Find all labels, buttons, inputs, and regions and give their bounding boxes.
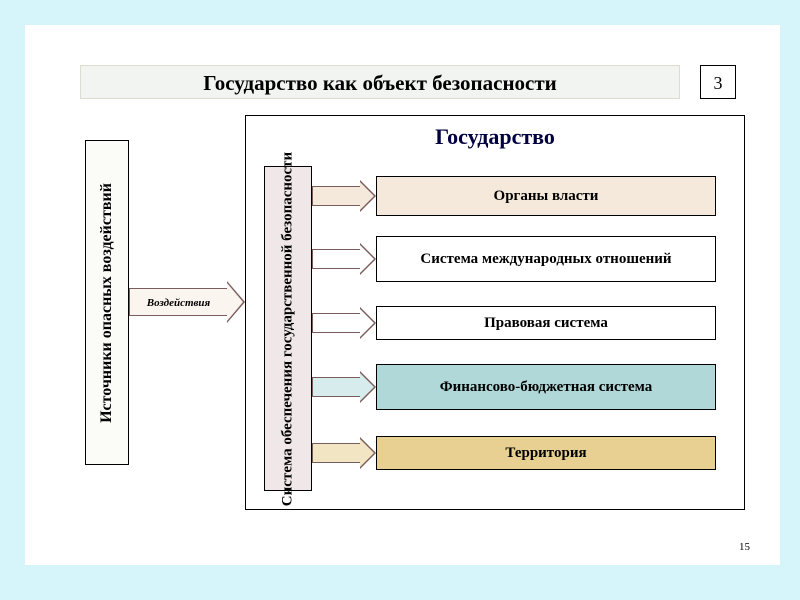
influence-arrow-label: Воздействия (129, 288, 227, 316)
state-container: Государство Система обеспечения государс… (245, 115, 745, 510)
connector-arrow (312, 443, 376, 463)
security-system-box: Система обеспечения государственной безо… (264, 166, 312, 491)
arrow-shaft-icon (312, 313, 360, 333)
source-box-label: Источники опасных воздействий (98, 183, 116, 423)
slide-number-badge: 3 (700, 65, 736, 99)
page-canvas: Государство как объект безопасности 3 Ис… (25, 25, 780, 565)
state-title: Государство (246, 124, 744, 150)
arrow-head-icon (227, 281, 245, 323)
component-box: Правовая система (376, 306, 716, 340)
arrow-shaft-icon (312, 249, 360, 269)
arrow-shaft-icon (312, 443, 360, 463)
connector-arrow (312, 186, 376, 206)
arrow-head-icon (360, 371, 376, 403)
connector-arrow (312, 377, 376, 397)
component-box: Финансово-бюджетная система (376, 364, 716, 410)
page-number: 15 (739, 541, 750, 553)
component-box: Территория (376, 436, 716, 470)
component-box: Система международных отношений (376, 236, 716, 282)
arrow-head-icon (360, 437, 376, 469)
arrow-head-icon (360, 243, 376, 275)
connector-arrow (312, 313, 376, 333)
page-title: Государство как объект безопасности (80, 65, 680, 99)
arrow-head-icon (360, 307, 376, 339)
connector-arrow (312, 249, 376, 269)
source-box: Источники опасных воздействий (85, 140, 129, 465)
arrow-shaft-icon (312, 377, 360, 397)
component-box: Органы власти (376, 176, 716, 216)
arrow-head-icon (360, 180, 376, 212)
arrow-shaft-icon (312, 186, 360, 206)
security-system-label: Система обеспечения государственной безо… (280, 151, 297, 505)
influence-arrow: Воздействия (129, 288, 245, 316)
